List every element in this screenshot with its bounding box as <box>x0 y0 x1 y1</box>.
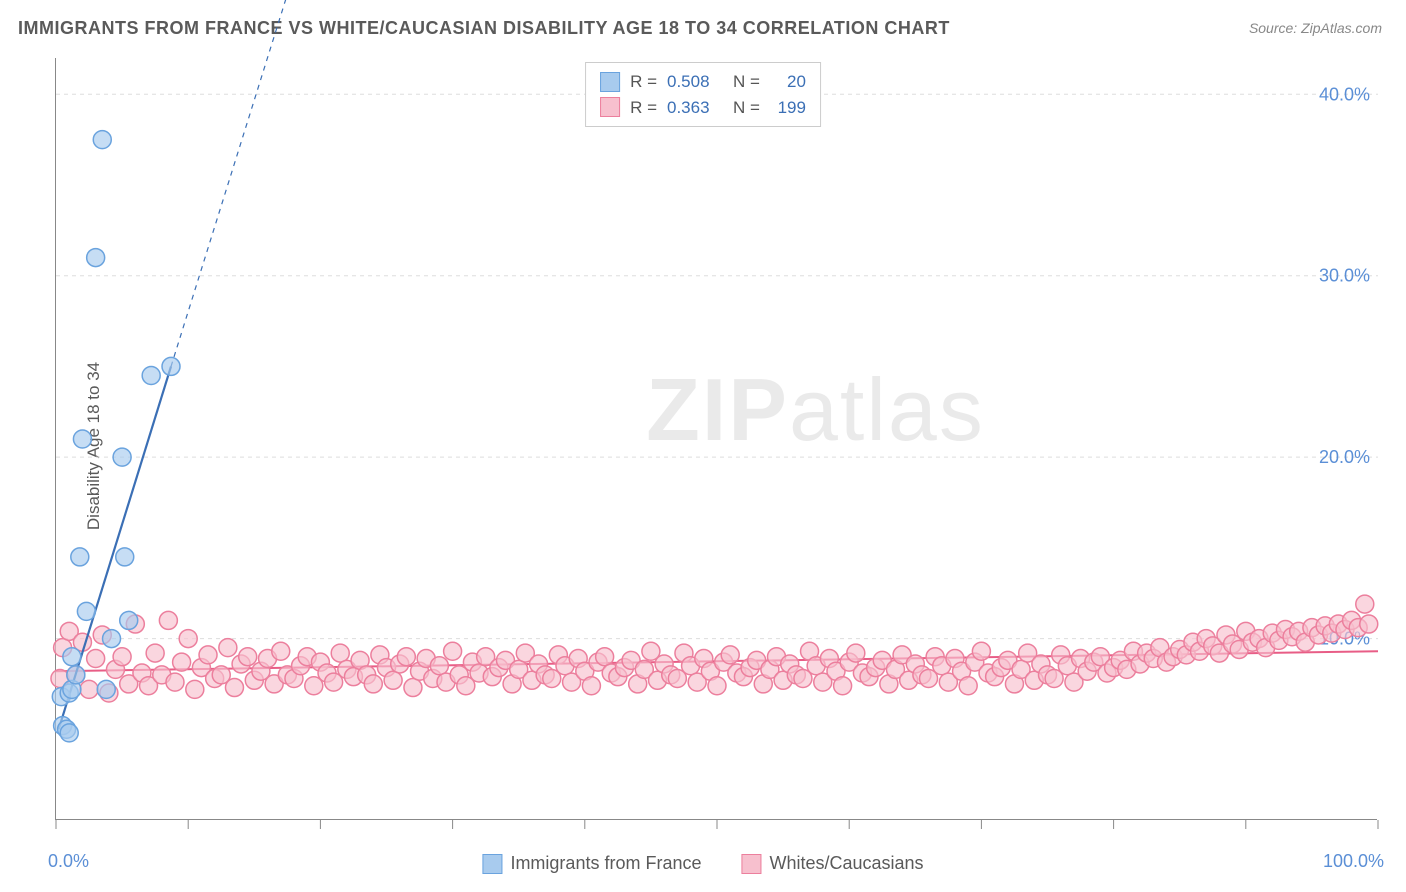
data-point <box>60 724 78 742</box>
data-point <box>113 448 131 466</box>
legend-series-item: Immigrants from France <box>482 853 701 874</box>
chart-container: IMMIGRANTS FROM FRANCE VS WHITE/CAUCASIA… <box>0 0 1406 892</box>
data-point <box>120 611 138 629</box>
plot-area: 10.0%20.0%30.0%40.0% <box>55 58 1377 820</box>
y-tick-label: 20.0% <box>1319 447 1370 467</box>
data-point <box>142 367 160 385</box>
legend-r-label: R = <box>630 95 657 121</box>
y-tick-label: 30.0% <box>1319 266 1370 286</box>
legend-row: R = 0.508 N = 20 <box>600 69 806 95</box>
data-point <box>239 648 257 666</box>
data-point <box>116 548 134 566</box>
data-point <box>162 357 180 375</box>
data-point <box>186 680 204 698</box>
chart-title: IMMIGRANTS FROM FRANCE VS WHITE/CAUCASIA… <box>18 18 950 39</box>
data-point <box>146 644 164 662</box>
data-point <box>77 602 95 620</box>
legend-r-value: 0.363 <box>667 95 723 121</box>
data-point <box>63 648 81 666</box>
legend-n-label: N = <box>733 95 760 121</box>
data-point <box>959 677 977 695</box>
data-point <box>71 548 89 566</box>
y-tick-label: 40.0% <box>1319 84 1370 104</box>
data-point <box>173 653 191 671</box>
legend-r-label: R = <box>630 69 657 95</box>
data-point <box>444 642 462 660</box>
data-point <box>331 644 349 662</box>
data-point <box>721 646 739 664</box>
data-point <box>834 677 852 695</box>
data-point <box>73 430 91 448</box>
data-point <box>113 648 131 666</box>
data-point <box>364 675 382 693</box>
data-point <box>80 680 98 698</box>
data-point <box>93 131 111 149</box>
data-point <box>708 677 726 695</box>
data-point <box>199 646 217 664</box>
legend-r-value: 0.508 <box>667 69 723 95</box>
data-point <box>596 648 614 666</box>
data-point <box>972 642 990 660</box>
x-axis-max-label: 100.0% <box>1323 851 1384 872</box>
data-point <box>1360 615 1378 633</box>
data-point <box>103 630 121 648</box>
data-point <box>225 679 243 697</box>
legend-n-value: 199 <box>770 95 806 121</box>
data-point <box>430 657 448 675</box>
legend-swatch <box>600 97 620 117</box>
data-point <box>87 249 105 267</box>
legend-n-value: 20 <box>770 69 806 95</box>
legend-series-label: Whites/Caucasians <box>769 853 923 874</box>
legend-n-label: N = <box>733 69 760 95</box>
legend-series-item: Whites/Caucasians <box>741 853 923 874</box>
data-point <box>219 639 237 657</box>
data-point <box>404 679 422 697</box>
legend-swatch <box>600 72 620 92</box>
data-point <box>67 666 85 684</box>
legend-swatch <box>482 854 502 874</box>
data-point <box>166 673 184 691</box>
data-point <box>1356 595 1374 613</box>
source-attribution: Source: ZipAtlas.com <box>1249 20 1382 36</box>
data-point <box>384 671 402 689</box>
x-axis-min-label: 0.0% <box>48 851 89 872</box>
data-point <box>179 630 197 648</box>
legend-series-label: Immigrants from France <box>510 853 701 874</box>
data-point <box>582 677 600 695</box>
legend-correlation: R = 0.508 N = 20 R = 0.363 N = 199 <box>585 62 821 127</box>
data-point <box>87 650 105 668</box>
data-point <box>159 611 177 629</box>
data-point <box>397 648 415 666</box>
data-point <box>272 642 290 660</box>
legend-series: Immigrants from France Whites/Caucasians <box>482 853 923 874</box>
legend-swatch <box>741 854 761 874</box>
legend-row: R = 0.363 N = 199 <box>600 95 806 121</box>
chart-svg: 10.0%20.0%30.0%40.0% <box>56 58 1377 819</box>
data-point <box>847 644 865 662</box>
data-point <box>97 680 115 698</box>
